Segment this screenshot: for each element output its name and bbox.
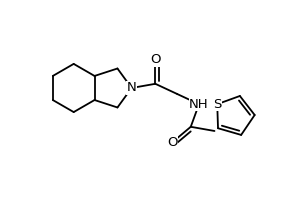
Text: NH: NH xyxy=(189,98,209,111)
Text: S: S xyxy=(213,98,221,111)
Text: O: O xyxy=(167,136,178,149)
Text: O: O xyxy=(150,53,160,66)
Text: N: N xyxy=(127,81,136,94)
